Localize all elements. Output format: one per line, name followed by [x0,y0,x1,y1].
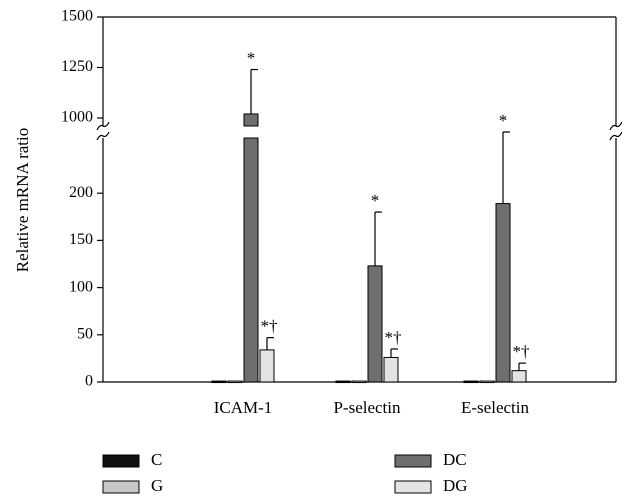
y-tick-label: 1000 [61,109,93,126]
legend-label: DC [443,450,467,469]
significance-label: *† [513,342,530,361]
significance-label: *† [261,317,278,336]
y-tick-label: 1250 [61,58,93,75]
bar [211,380,227,384]
bar [243,137,259,383]
x-tick-label: ICAM-1 [214,398,273,417]
y-tick-label: 0 [85,373,93,390]
bar [511,370,527,383]
axes: 0 50 100 150 200 1000 1250 1500 [61,8,622,390]
bar [495,203,511,383]
x-tick-label: P-selectin [333,398,401,417]
y-tick-label: 150 [69,231,93,248]
y-tick-label: 100 [69,278,93,295]
bar [479,380,495,384]
legend-swatch [394,454,432,468]
significance-label: * [499,111,508,130]
axis-break-mark [609,121,622,131]
bar [463,380,479,384]
bar [243,113,259,127]
bar [259,349,275,383]
bars: * *† ICAM-1 * *† P-selectin * *† E-selectin [211,49,530,417]
legend-swatch [102,480,140,494]
legend-label: G [151,476,163,495]
legend-label: C [151,450,162,469]
axis-break-mark [96,131,110,141]
y-tick-label: 50 [77,325,93,342]
bar [335,380,351,384]
legend-swatch [102,454,140,468]
bar [383,356,399,383]
bar [227,380,243,384]
significance-label: * [247,49,256,68]
bar [367,265,383,383]
significance-label: * [371,191,380,210]
axis-break-mark [609,131,622,141]
legend: CG DC DG [102,450,468,495]
x-tick-label: E-selectin [461,398,529,417]
y-tick-label: 1500 [61,8,93,25]
legend-swatch [394,480,432,494]
legend-label: DG [443,476,468,495]
y-axis-label: Relative mRNA ratio [13,128,32,272]
axis-break-mark [96,121,110,131]
bar [351,380,367,384]
significance-label: *† [385,328,402,347]
y-tick-label: 200 [69,184,93,201]
